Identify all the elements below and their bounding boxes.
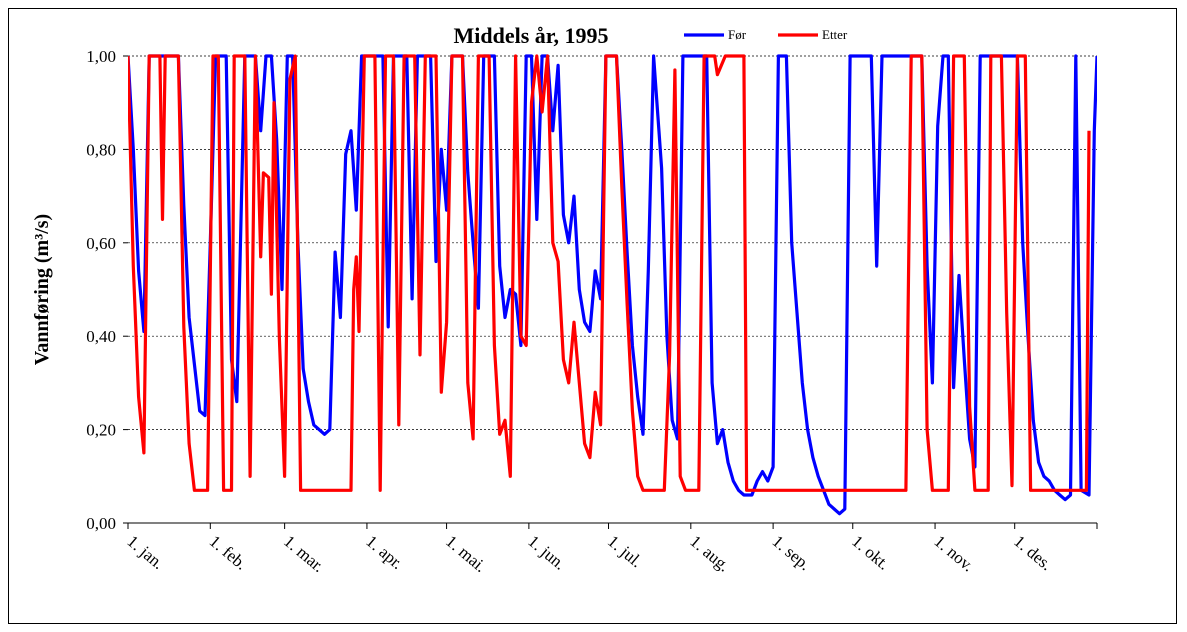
chart-title: Middels år, 1995 [453,23,608,48]
series-layer [128,54,1097,516]
x-tick-label: 1. mai. [442,532,490,577]
chart-frame [8,8,1177,624]
x-tick-label: 1. jul. [604,532,646,572]
x-tick-label: 1. mar. [280,532,328,577]
y-tick-label: 0,80 [86,140,116,159]
x-tick-label: 1. aug. [686,532,733,576]
series-line-før [128,54,1097,516]
y-tick-label: 1,00 [86,47,116,66]
series-line-etter [128,54,1091,492]
y-axis-label: Vannføring (m³/s) [31,214,53,365]
axis-layer [123,55,1098,529]
y-tick-label: 0,60 [86,234,116,253]
legend: Før Etter [684,27,848,42]
x-tick-label: 1. nov. [930,532,977,576]
x-tick-label: 1. okt. [848,532,893,574]
x-tick-label: 1. sep. [769,532,815,575]
y-tick-label: 0,20 [86,421,116,440]
legend-label: Etter [822,27,848,42]
y-tick-label: 0,40 [86,327,116,346]
x-tick-label: 1. jun. [524,532,569,574]
x-tick-label: 1. feb. [206,532,251,574]
x-tick-label: 1. des. [1010,532,1056,575]
x-tick-label: 1. jan. [123,532,167,574]
y-tick-label: 0,00 [86,514,116,533]
legend-label: Før [728,27,747,42]
x-tick-label: 1. apr. [362,532,406,574]
